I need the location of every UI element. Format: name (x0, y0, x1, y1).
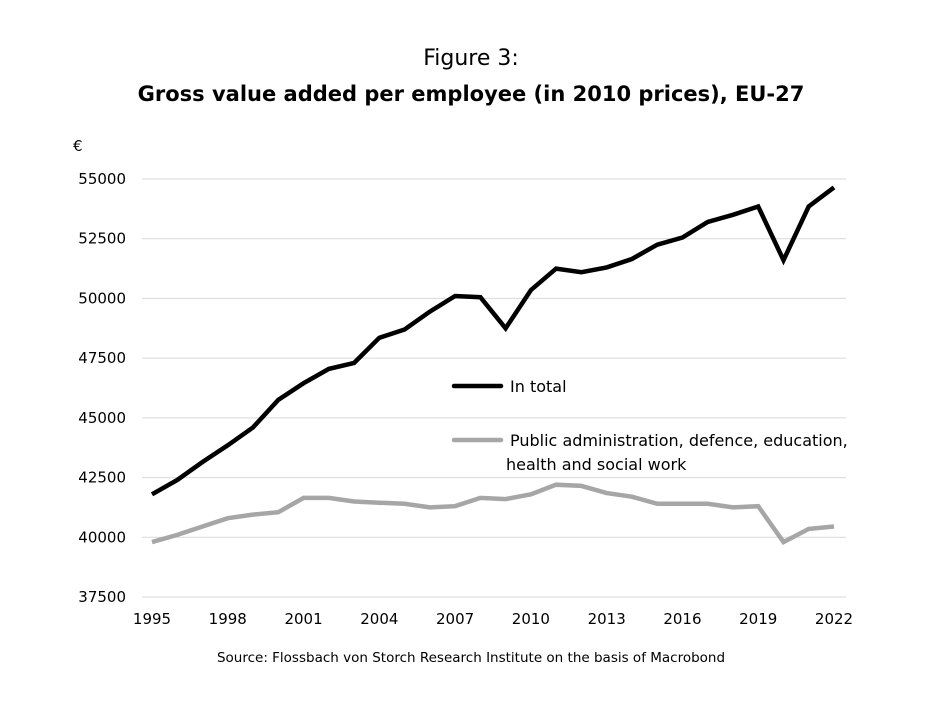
legend-label: In total (510, 377, 567, 396)
y-tick-label: 55000 (78, 170, 126, 188)
x-tick-label: 2007 (436, 610, 474, 628)
series-lines (150, 185, 836, 546)
legend: In total Public administration, defence, … (451, 377, 848, 474)
legend-label-line: Public administration, defence, educatio… (510, 431, 848, 450)
x-tick-label: 2004 (360, 610, 398, 628)
source-note: Source: Flossbach von Storch Research In… (216, 650, 726, 666)
x-axis-ticks: 1995 1998 2001 2004 2007 2010 2013 2016 2019 2022 (133, 610, 853, 628)
series-line-in-total (150, 185, 836, 497)
chart-title: Gross value added per employee (in 2010 … (137, 82, 805, 106)
y-tick-label: 37500 (78, 588, 126, 606)
x-tick-label: 1998 (209, 610, 247, 628)
x-tick-label: 2001 (284, 610, 322, 628)
y-tick-label: 52500 (78, 230, 126, 248)
x-tick-label: 2013 (588, 610, 626, 628)
x-tick-label: 2022 (815, 610, 853, 628)
x-tick-label: 2010 (512, 610, 550, 628)
gridlines (142, 178, 846, 598)
x-tick-label: 1995 (133, 610, 171, 628)
x-tick-label: 2019 (739, 610, 777, 628)
y-tick-label: 40000 (78, 528, 126, 546)
y-tick-label: 45000 (78, 409, 126, 427)
legend-label-line: health and social work (506, 455, 687, 474)
y-axis-ticks: 37500 40000 42500 45000 47500 50000 52500 55000 (78, 170, 126, 606)
legend-label-line: In total (510, 377, 567, 396)
y-tick-label: 50000 (78, 289, 126, 307)
y-tick-label: 42500 (78, 469, 126, 487)
y-tick-label: 47500 (78, 349, 126, 367)
series-line-public-admin (151, 482, 835, 546)
legend-label: Public administration, defence, educatio… (506, 431, 848, 474)
y-axis-unit: € (73, 137, 83, 155)
x-tick-label: 2016 (663, 610, 701, 628)
figure-label: Figure 3: (423, 46, 519, 71)
